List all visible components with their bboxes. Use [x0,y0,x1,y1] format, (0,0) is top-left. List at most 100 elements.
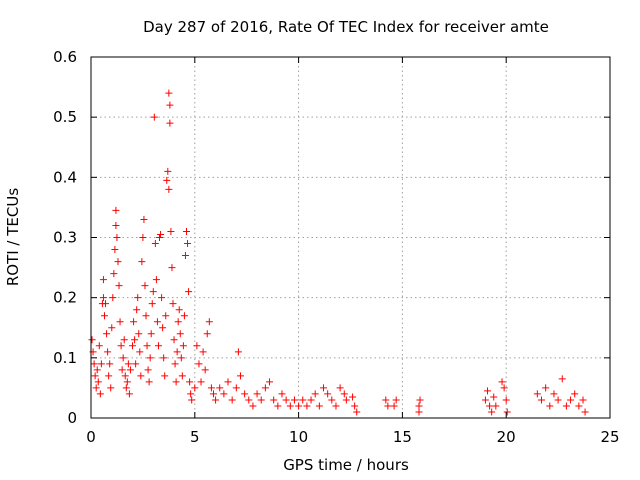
roti-point [184,240,192,248]
x-axis-label: GPS time / hours [283,456,409,474]
roti-point [114,258,122,266]
roti-point [117,342,125,350]
roti-point [180,312,188,320]
roti-point [486,402,494,410]
y-tick-label: 0.5 [53,108,77,126]
roti-point [165,89,173,97]
roti-point [118,366,126,374]
roti-point [107,384,115,392]
roti-point [340,390,348,398]
y-tick-label: 0.1 [53,349,77,367]
roti-point [488,408,496,416]
roti-point [315,402,323,410]
roti-point [209,390,217,398]
roti-point [295,402,303,410]
roti-point [212,396,220,404]
roti-point [166,119,174,127]
roti-point [135,330,143,338]
roti-point [502,396,510,404]
roti-point [282,396,290,404]
roti-point [102,300,110,308]
roti-point [103,330,111,338]
roti-point [116,318,124,326]
roti-point [176,330,184,338]
roti-point [121,372,129,380]
roti-point [132,360,140,368]
roti-point [174,318,182,326]
roti-point [140,215,148,223]
roti-point [203,330,211,338]
roti-point [579,396,587,404]
roti-point [490,393,498,401]
roti-point [139,234,147,241]
roti-point [168,264,176,272]
y-tick-label: 0.2 [53,289,77,307]
roti-point [503,408,511,416]
roti-point [158,294,166,302]
roti-point [126,366,134,374]
roti-point [328,396,336,404]
roti-point [384,402,392,410]
roti-point [146,354,154,362]
roti-point [571,390,579,398]
roti-point [123,378,131,386]
roti-point [181,252,189,260]
roti-point [182,227,190,235]
roti-point [533,390,541,398]
roti-point [130,318,138,326]
roti-point [351,402,359,410]
roti-point [179,342,187,350]
roti-point [156,234,164,241]
y-tick-label: 0 [67,409,77,427]
chart-title: Day 287 of 2016, Rate Of TEC Index for r… [143,18,549,36]
roti-point [122,384,130,392]
roti-point [307,396,315,404]
roti-point [216,384,224,392]
roti-point [191,384,199,392]
roti-point [169,300,177,308]
roti-point [175,306,183,314]
roti-point [500,384,508,392]
y-tick-label: 0.3 [53,229,77,247]
axis-ticks [90,56,611,419]
roti-point [125,390,133,398]
roti-point [286,402,294,410]
roti-point [415,408,423,416]
data-marks [88,89,589,416]
roti-point [186,378,194,386]
roti-point [546,402,554,410]
roti-point [324,390,332,398]
roti-point [550,390,558,398]
roti-point [173,348,181,356]
roti-point [90,360,98,368]
roti-point [162,312,170,320]
roti-point [415,402,423,410]
x-tick-labels: 0 5 10 15 20 25 [86,428,619,446]
roti-point [253,390,261,398]
roti-point [148,300,156,308]
roti-point [236,372,244,380]
roti-point [290,396,298,404]
roti-point [157,230,165,238]
roti-point [109,294,117,302]
roti-point [149,288,157,296]
y-tick-label: 0.4 [53,168,77,186]
roti-point [575,402,583,410]
x-tick-label: 5 [190,428,200,446]
roti-point [299,396,307,404]
roti-point [133,306,141,314]
roti-point [353,408,361,416]
roti-point [498,378,506,386]
roti-point [165,185,173,193]
roti-point [311,390,319,398]
roti-point [120,336,128,344]
roti-point [390,402,398,410]
roti-point [266,378,274,386]
roti-point [111,246,119,254]
roti-point [303,402,311,410]
roti-point [145,378,153,386]
x-tick-label: 15 [393,428,412,446]
roti-point [278,390,286,398]
roti-point [177,354,185,362]
